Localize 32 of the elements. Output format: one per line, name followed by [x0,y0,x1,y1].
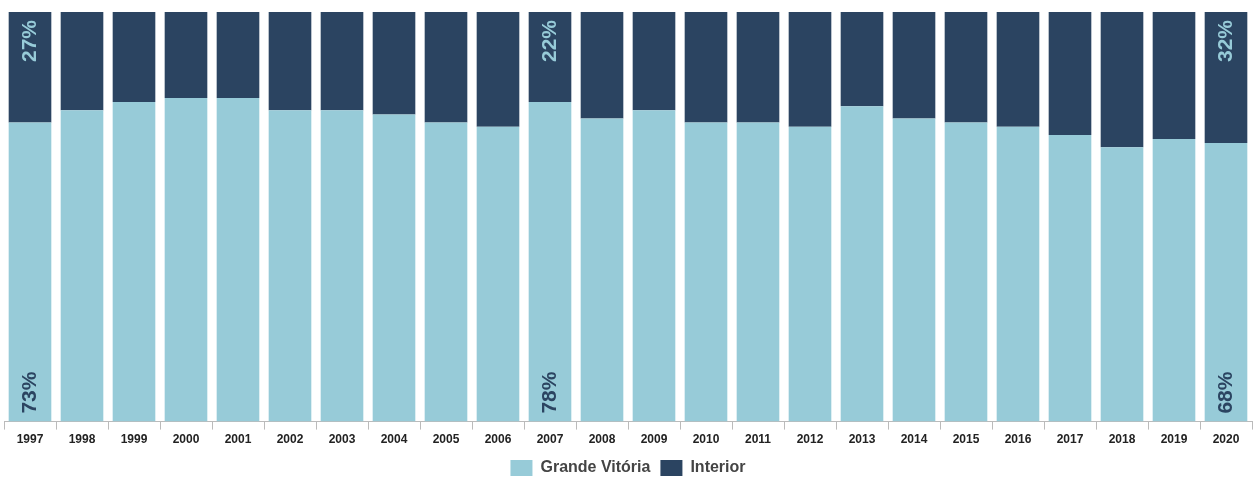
x-tick-label: 2010 [692,432,720,447]
data-label: 22% [536,19,560,63]
x-tick-label: 2013 [848,432,876,447]
x-tick-label: 2019 [1160,432,1188,447]
x-tick-label: 2017 [1056,432,1084,447]
x-tick-label: 2016 [1004,432,1032,447]
data-label: 27% [16,19,40,63]
x-tick-label: 2008 [588,432,616,447]
x-tick-label: 2015 [952,432,980,447]
x-tick-label: 2001 [224,432,252,447]
x-tick-label: 2014 [900,432,928,447]
x-tick-label: 2002 [276,432,304,447]
x-tick-label: 2007 [536,432,564,447]
x-tick-label: 1998 [68,432,96,447]
x-tick-label: 2006 [484,432,512,447]
data-label: 32% [1212,19,1236,63]
x-tick-label: 2009 [640,432,668,447]
x-tick-label: 1997 [16,432,44,447]
x-tick-label: 2005 [432,432,460,447]
data-label: 78% [536,371,560,414]
x-tick-label: 2011 [744,432,772,447]
data-label: 68% [1212,371,1236,414]
legend-label: Interior [690,458,746,476]
x-tick-label: 2000 [172,432,200,447]
x-tick-label: 2012 [796,432,824,447]
x-tick-label: 1999 [120,432,148,447]
x-tick-label: 2004 [380,432,408,447]
x-tick-label: 2020 [1212,432,1240,447]
data-label: 73% [16,371,40,414]
legend-label: Grande Vitória [540,458,651,476]
x-tick-label: 2018 [1108,432,1136,447]
x-tick-label: 2003 [328,432,356,447]
